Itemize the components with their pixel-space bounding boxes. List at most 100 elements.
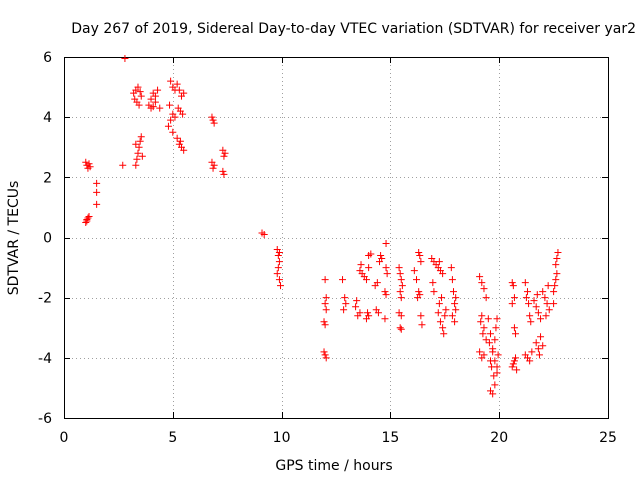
- data-point: [397, 325, 405, 333]
- data-point: [156, 104, 164, 112]
- data-point: [510, 294, 518, 302]
- data-point: [489, 348, 497, 356]
- data-point: [550, 288, 558, 296]
- data-point: [510, 357, 518, 365]
- data-point: [166, 101, 174, 109]
- data-point: [510, 324, 518, 332]
- data-point: [382, 291, 390, 299]
- data-point: [485, 339, 493, 347]
- data-point: [136, 88, 144, 96]
- data-point: [447, 264, 455, 272]
- data-point: [553, 270, 561, 278]
- data-point: [416, 252, 424, 260]
- data-point: [532, 339, 540, 347]
- data-point: [86, 163, 94, 171]
- data-point: [85, 212, 93, 220]
- data-point: [321, 276, 329, 284]
- data-point: [534, 345, 542, 353]
- data-point: [397, 294, 405, 302]
- data-point: [133, 155, 141, 163]
- data-point: [119, 161, 127, 169]
- data-point: [486, 330, 494, 338]
- data-point: [167, 77, 175, 85]
- data-point: [377, 252, 385, 260]
- x-tick-label: 25: [599, 430, 617, 446]
- data-point: [410, 267, 418, 275]
- data-point: [321, 351, 329, 359]
- data-point: [356, 309, 364, 317]
- data-point: [398, 282, 406, 290]
- data-point: [509, 360, 517, 368]
- data-point: [353, 297, 361, 305]
- data-point: [396, 324, 404, 332]
- data-point: [169, 128, 177, 136]
- data-point: [365, 264, 373, 272]
- data-point: [322, 294, 330, 302]
- data-point: [208, 113, 216, 121]
- x-tick-label: 15: [381, 430, 399, 446]
- data-point: [260, 230, 268, 238]
- y-tick-label: -4: [38, 351, 52, 367]
- data-point: [378, 255, 386, 263]
- data-point: [417, 258, 425, 266]
- data-point: [539, 288, 547, 296]
- data-point: [135, 143, 143, 151]
- data-point: [362, 276, 370, 284]
- data-point: [274, 264, 282, 272]
- axis-ticks: 0 5 10 15 20 25 -6 -4 -2 0 2 4 6: [38, 50, 617, 446]
- data-point: [149, 103, 157, 111]
- data-point: [535, 351, 543, 359]
- data-point: [452, 294, 460, 302]
- data-point: [543, 300, 551, 308]
- data-point: [175, 86, 183, 94]
- data-point: [365, 312, 373, 320]
- y-tick-label: 0: [43, 231, 52, 247]
- data-point: [320, 348, 328, 356]
- data-point: [430, 288, 438, 296]
- data-point: [180, 89, 188, 97]
- y-tick-label: 4: [43, 110, 52, 126]
- data-point: [451, 318, 459, 326]
- data-point: [552, 261, 560, 269]
- data-point: [395, 264, 403, 272]
- x-tick-label: 0: [60, 430, 69, 446]
- data-point: [321, 321, 329, 329]
- data-point: [209, 164, 217, 172]
- data-point: [478, 279, 486, 287]
- data-point: [482, 336, 490, 344]
- data-point: [477, 318, 485, 326]
- data-point: [480, 285, 488, 293]
- data-point: [397, 276, 405, 284]
- data-point: [322, 354, 330, 362]
- data-point: [541, 294, 549, 302]
- data-point: [486, 357, 494, 365]
- data-point: [552, 276, 560, 284]
- data-point: [416, 291, 424, 299]
- x-tick-label: 10: [273, 430, 291, 446]
- data-point: [397, 312, 405, 320]
- data-point: [339, 276, 347, 284]
- data-point: [478, 312, 486, 320]
- data-point: [219, 167, 227, 175]
- data-point: [484, 315, 492, 323]
- data-point: [476, 348, 484, 356]
- data-point: [490, 372, 498, 380]
- data-point: [492, 324, 500, 332]
- data-point: [439, 324, 447, 332]
- data-point: [135, 101, 143, 109]
- data-point: [134, 149, 142, 157]
- data-point: [179, 110, 187, 118]
- data-point: [508, 300, 516, 308]
- data-point: [93, 200, 101, 208]
- data-point: [553, 255, 561, 263]
- data-point: [435, 258, 443, 266]
- data-point: [476, 273, 484, 281]
- data-point: [512, 330, 520, 338]
- data-point: [533, 291, 541, 299]
- data-point: [417, 312, 425, 320]
- data-point: [93, 179, 101, 187]
- data-point: [167, 116, 175, 124]
- data-point: [493, 315, 501, 323]
- data-point: [151, 98, 159, 106]
- data-point: [436, 318, 444, 326]
